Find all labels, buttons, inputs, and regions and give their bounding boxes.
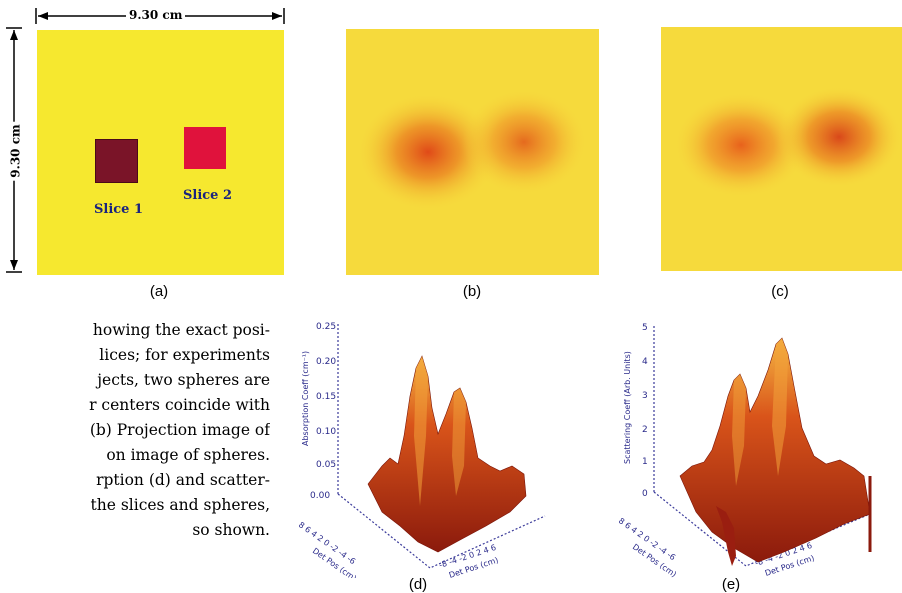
caption-line: lices; for experiments	[99, 346, 270, 364]
y-tick: 0.05	[316, 460, 336, 470]
phantom-square	[37, 30, 284, 275]
y-tick: 5	[642, 323, 648, 333]
panel-label-c: (c)	[771, 283, 789, 300]
slice-2-label: Slice 2	[183, 188, 233, 203]
panel-label-b: (b)	[462, 283, 482, 300]
y-tick: 0	[642, 489, 648, 499]
y-axis-label: Absorption Coeff (cm⁻¹)	[301, 351, 310, 446]
y-tick: 3	[642, 391, 648, 401]
scattering-surface-plot: 5 4 3 2 1 0 Scattering Coeff (Arb. Units…	[617, 323, 872, 578]
figure-caption: howing the exact posi- lices; for experi…	[0, 318, 270, 543]
peak-highlight	[452, 388, 466, 496]
caption-line: howing the exact posi-	[92, 321, 270, 339]
caption-line: jects, two spheres are	[97, 371, 270, 389]
caption-line: the slices and spheres,	[90, 496, 270, 514]
caption-line: rption (d) and scatter-	[96, 471, 270, 489]
projection-image-spheres	[661, 27, 902, 271]
height-label: 9.30 cm	[8, 121, 23, 181]
width-label: 9.30 cm	[126, 8, 186, 22]
caption-line: r centers coincide with	[89, 396, 270, 414]
peak-highlight	[414, 356, 428, 506]
slice-1-square	[95, 139, 138, 183]
surface-dip	[716, 506, 736, 566]
y-tick: 0.25	[316, 322, 336, 332]
slice-1-label: Slice 1	[94, 202, 144, 217]
caption-line: on image of spheres.	[106, 446, 270, 464]
panel-label-e: (e)	[721, 576, 741, 593]
y-tick: 4	[642, 357, 648, 367]
y-tick: 0.15	[316, 392, 336, 402]
panel-label-d: (d)	[408, 576, 428, 593]
y-tick: 1	[642, 457, 648, 467]
y-tick: 0.20	[316, 357, 336, 367]
absorption-surface-plot: 0.25 0.20 0.15 0.10 0.05 0.00 Absorption…	[297, 322, 546, 578]
caption-line: (b) Projection image of	[89, 421, 270, 439]
slice-2-square	[184, 127, 226, 169]
peak-highlight	[772, 338, 788, 476]
absorption-surface	[367, 355, 527, 553]
caption-line: so shown.	[192, 521, 270, 539]
y-tick: 2	[642, 425, 648, 435]
y-axis-label: Scattering Coeff (Arb. Units)	[623, 351, 632, 464]
y-tick: 0.10	[316, 427, 336, 437]
panel-label-a: (a)	[149, 283, 169, 300]
projection-image-slices	[346, 29, 599, 275]
y-tick: 0.00	[310, 491, 330, 501]
peak-highlight	[732, 374, 746, 486]
